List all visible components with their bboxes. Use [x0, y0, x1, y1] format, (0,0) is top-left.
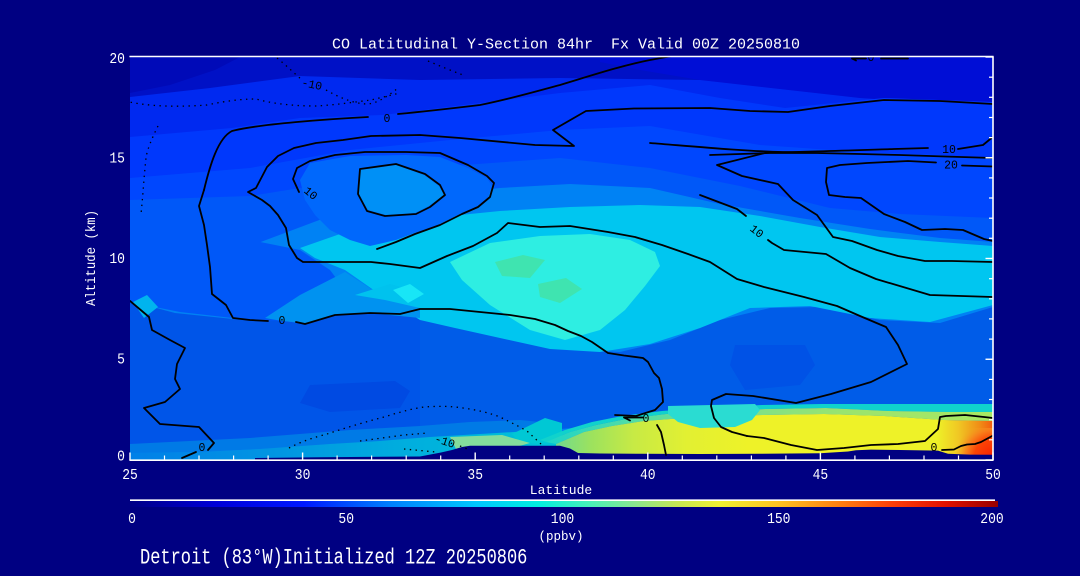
svg-text:-10: -10 [300, 77, 323, 94]
svg-text:20: 20 [944, 160, 958, 173]
svg-text:30: 30 [295, 467, 311, 484]
svg-text:0: 0 [117, 449, 125, 466]
svg-text:0: 0 [931, 442, 938, 455]
svg-text:100: 100 [551, 511, 574, 528]
svg-text:45: 45 [813, 467, 829, 484]
svg-text:10: 10 [109, 251, 125, 268]
svg-text:Altitude (km): Altitude (km) [83, 210, 99, 306]
svg-text:0: 0 [199, 442, 206, 455]
svg-text:5: 5 [117, 352, 125, 369]
svg-text:50: 50 [338, 511, 354, 528]
svg-text:Detroit (83°W)Initialized 12Z: Detroit (83°W)Initialized 12Z 20250806 [140, 544, 527, 570]
svg-text:10: 10 [942, 144, 956, 157]
svg-text:200: 200 [980, 511, 1003, 528]
svg-text:35: 35 [467, 467, 483, 484]
svg-text:0: 0 [128, 511, 136, 528]
svg-text:15: 15 [109, 151, 125, 168]
svg-text:Latitude: Latitude [530, 483, 592, 498]
svg-text:CO Latitudinal Y-Section 84hr: CO Latitudinal Y-Section 84hr Fx Valid 0… [332, 37, 800, 54]
svg-text:0: 0 [868, 52, 875, 65]
svg-text:40: 40 [640, 467, 656, 484]
svg-text:0: 0 [279, 315, 286, 328]
svg-text:-10: -10 [433, 433, 457, 452]
svg-text:(ppbv): (ppbv) [538, 530, 583, 544]
svg-text:50: 50 [985, 467, 1001, 484]
svg-text:25: 25 [122, 467, 138, 484]
svg-text:0: 0 [643, 413, 650, 426]
svg-text:0: 0 [384, 113, 391, 126]
svg-text:20: 20 [109, 51, 125, 68]
svg-text:150: 150 [767, 511, 790, 528]
